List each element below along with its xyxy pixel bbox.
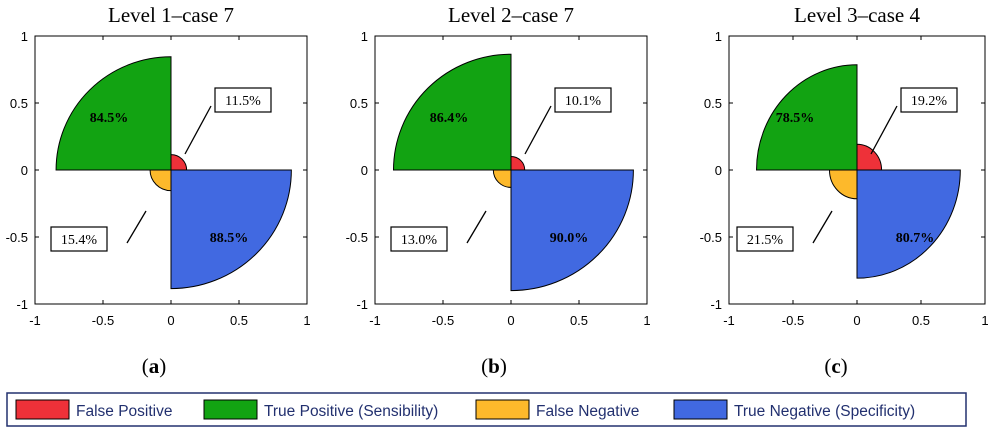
x-tick-label: -1 <box>369 313 381 328</box>
y-tick-label: 0 <box>361 163 368 178</box>
sector-true-negative <box>170 169 292 290</box>
annotation-line-false-positive <box>524 105 552 155</box>
sector-true-negative <box>856 169 961 279</box>
y-tick-label: 0.5 <box>10 96 28 111</box>
caption-letter: c <box>831 354 840 378</box>
annotation-line-false-negative <box>126 210 147 244</box>
annotation-label-false-positive: 19.2% <box>911 94 948 109</box>
y-tick-label: 1 <box>361 29 368 44</box>
x-tick-label: 0.5 <box>570 313 588 328</box>
subplot-title: Level 2–case 7 <box>448 3 574 27</box>
annotation-line-false-negative <box>466 210 487 244</box>
legend-label-false-negative: False Negative <box>536 403 639 420</box>
y-tick-label: -0.5 <box>6 230 28 245</box>
sector-false-negative <box>492 169 512 188</box>
x-tick-label: 0 <box>507 313 514 328</box>
y-tick-label: -0.5 <box>700 230 722 245</box>
sector-true-positive <box>392 53 512 171</box>
subplot-a: Level 1–case 7 -1 -0.5 0 0.5 1 1 0.5 0 -0.5 -1 11.5… <box>6 3 311 378</box>
annotation-box-false-negative <box>736 226 794 252</box>
annotation-box-false-positive <box>214 87 272 113</box>
caption-paren-close: ) <box>841 354 848 378</box>
annotation-line-false-positive <box>184 105 212 155</box>
annotation-box-false-positive <box>554 87 612 113</box>
subplot-c: Level 3–case 4 -1 -0.5 0 0.5 1 1 0.5 0 -0.5 -1 19.2… <box>700 3 989 378</box>
y-tick-label: -1 <box>16 297 28 312</box>
subplot-caption: (a) <box>142 354 167 378</box>
x-tick-label: -1 <box>29 313 41 328</box>
sector-true-positive <box>756 64 858 171</box>
sector-label-true-positive: 86.4% <box>430 111 469 126</box>
subplot-caption: (c) <box>824 354 847 378</box>
sector-label-true-negative: 80.7% <box>896 231 935 246</box>
y-tick-label: -1 <box>356 297 368 312</box>
y-tick-label: 0 <box>21 163 28 178</box>
legend-swatch-false-negative <box>475 399 530 420</box>
annotation-label-false-negative: 15.4% <box>61 233 98 248</box>
legend-swatch-true-negative <box>673 399 728 420</box>
caption-paren-close: ) <box>500 354 507 378</box>
y-tick-label: 0.5 <box>350 96 368 111</box>
x-tick-label: -0.5 <box>92 313 114 328</box>
caption-letter: a <box>149 354 160 378</box>
sector-true-negative <box>510 169 634 292</box>
sector-label-true-negative: 88.5% <box>210 231 249 246</box>
y-tick-label: 0 <box>715 163 722 178</box>
caption-paren-open: ( <box>142 354 149 378</box>
sector-false-negative <box>149 169 172 192</box>
legend: False Positive True Positive (Sensibility… <box>6 392 967 427</box>
x-tick-label: -0.5 <box>432 313 454 328</box>
x-tick-label: 1 <box>303 313 310 328</box>
annotation-label-false-negative: 21.5% <box>747 233 784 248</box>
caption-paren-open: ( <box>481 354 488 378</box>
y-tick-label: -0.5 <box>346 230 368 245</box>
subplot-caption: (b) <box>481 354 507 378</box>
annotation-label-false-negative: 13.0% <box>401 233 438 248</box>
annotation-line-false-positive <box>870 105 898 155</box>
caption-paren-open: ( <box>824 354 831 378</box>
sector-false-positive <box>856 143 883 171</box>
legend-swatch-false-positive <box>15 399 70 420</box>
annotation-label-false-positive: 10.1% <box>565 94 602 109</box>
subplot-b: Level 2–case 7 -1 -0.5 0 0.5 1 1 0.5 0 -0.5 -1 10.1… <box>346 3 651 378</box>
caption-letter: b <box>488 354 500 378</box>
sector-true-positive <box>55 56 172 171</box>
legend-label-true-positive: True Positive (Sensibility) <box>264 403 438 420</box>
sector-false-positive <box>510 155 526 171</box>
x-tick-label: 0 <box>853 313 860 328</box>
annotation-box-false-negative <box>390 226 448 252</box>
sector-false-negative <box>828 169 858 200</box>
x-tick-label: -0.5 <box>782 313 804 328</box>
x-tick-label: 0 <box>167 313 174 328</box>
y-tick-label: 1 <box>21 29 28 44</box>
y-tick-label: 1 <box>715 29 722 44</box>
x-tick-label: 0.5 <box>230 313 248 328</box>
x-tick-label: 1 <box>643 313 650 328</box>
annotation-box-false-positive <box>900 87 958 113</box>
sector-label-true-negative: 90.0% <box>550 231 589 246</box>
sector-false-positive <box>170 154 188 171</box>
sector-label-true-positive: 84.5% <box>90 111 129 126</box>
annotation-line-false-negative <box>812 210 833 244</box>
legend-swatch-true-positive <box>203 399 258 420</box>
x-tick-label: 1 <box>981 313 988 328</box>
caption-paren-close: ) <box>159 354 166 378</box>
legend-label-false-positive: False Positive <box>76 403 172 420</box>
y-tick-label: 0.5 <box>704 96 722 111</box>
subplot-title: Level 1–case 7 <box>108 3 234 27</box>
annotation-label-false-positive: 11.5% <box>225 94 261 109</box>
annotation-box-false-negative <box>50 226 108 252</box>
x-tick-label: 0.5 <box>912 313 930 328</box>
y-tick-label: -1 <box>710 297 722 312</box>
x-tick-label: -1 <box>723 313 735 328</box>
legend-label-true-negative: True Negative (Specificity) <box>734 403 915 420</box>
sector-label-true-positive: 78.5% <box>776 111 815 126</box>
subplot-title: Level 3–case 4 <box>794 3 920 27</box>
